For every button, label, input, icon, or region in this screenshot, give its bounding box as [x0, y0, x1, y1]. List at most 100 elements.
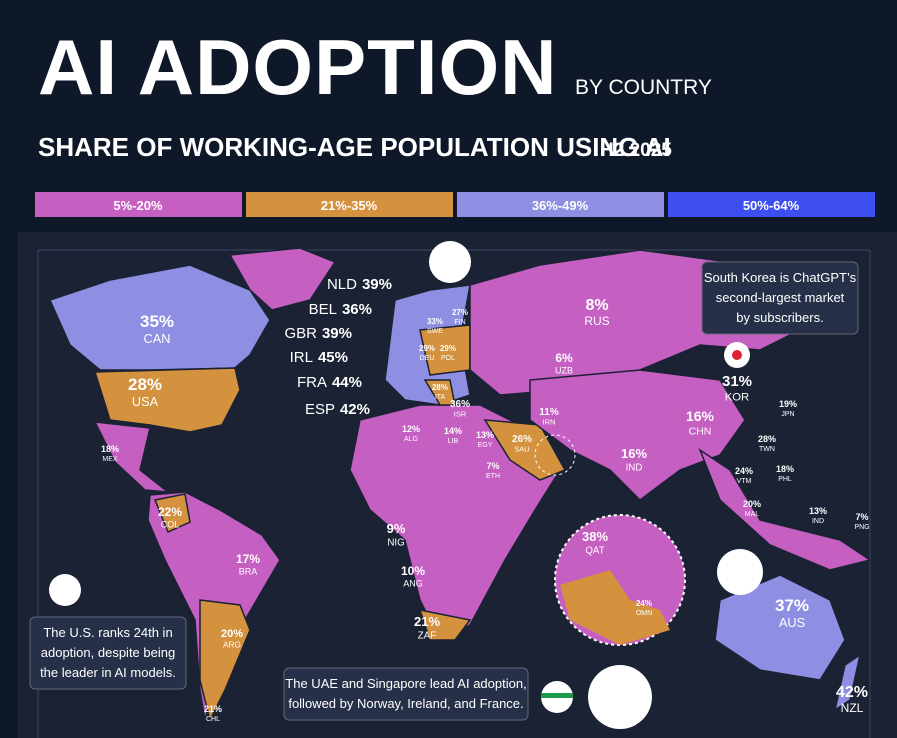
notes: South Korea is ChatGPT’s second-largest m… — [40, 270, 857, 711]
country-share: 29% — [419, 344, 435, 353]
country-share: 31% — [722, 373, 752, 390]
country-label: NLD 39% — [327, 276, 392, 293]
legend-label: 50%-64% — [743, 198, 800, 213]
title-suffix: BY COUNTRY — [575, 76, 712, 99]
country-share: 7% — [486, 461, 499, 471]
country-code: ISR — [454, 410, 467, 419]
korea-note-box — [701, 261, 859, 335]
country-code: COL — [161, 519, 180, 529]
country-code: SAU — [514, 445, 529, 454]
country-share: 35% — [140, 312, 174, 331]
country-code: ESP — [305, 401, 335, 418]
country-share: 7% — [855, 512, 868, 522]
country-share: 16% — [686, 408, 715, 424]
country-share: 36% — [342, 301, 372, 318]
country-share: 16% — [621, 446, 647, 461]
country-code: EGY — [478, 442, 493, 449]
legend: 5%-20% 21%-35% 36%-49% 50%-64% — [35, 192, 875, 217]
country-code: GBR — [284, 325, 317, 342]
country-code: KOR — [725, 391, 749, 403]
country-code: IND — [626, 462, 643, 473]
country-share: 17% — [236, 552, 260, 566]
country-code: SWE — [427, 328, 443, 335]
title: AI ADOPTION — [38, 23, 557, 111]
country-code: QAT — [585, 545, 604, 556]
country-share: 44% — [332, 374, 362, 391]
country-labels: 46%NOR NLD 39% BEL 36% GBR 39% IRL 45% FRA 44% ESP 4… — [101, 245, 870, 723]
country-share: 28% — [432, 383, 448, 392]
country-share: 39% — [322, 325, 352, 342]
country-code: ETH — [486, 473, 500, 480]
country-share: 20% — [743, 499, 761, 509]
country-share: 45% — [318, 349, 348, 366]
nor-badge — [429, 241, 471, 283]
country-code: IRL — [290, 349, 313, 366]
country-share: 18% — [776, 464, 794, 474]
country-share: 8% — [585, 297, 608, 314]
country-code: POL — [441, 355, 455, 362]
country-share: 28% — [758, 434, 776, 444]
note-line: South Korea is ChatGPT’s — [704, 270, 857, 285]
country-share: 11% — [539, 407, 559, 418]
country-code: NLD — [327, 276, 357, 293]
country-code: CHL — [206, 716, 220, 723]
country-share: 36% — [450, 399, 470, 410]
country-share: 6% — [555, 351, 573, 365]
country-share: 9% — [387, 521, 406, 536]
country-code: ZAF — [418, 630, 436, 641]
country-code: SGP — [728, 571, 752, 583]
note-line: by subscribers. — [736, 310, 823, 325]
note-line: The U.S. ranks 24th in — [43, 625, 172, 640]
country-share: 37% — [775, 596, 809, 615]
us-flag — [49, 574, 81, 606]
country-share: 61% — [725, 553, 755, 570]
country-share: 21% — [414, 614, 440, 629]
country-share: 13% — [476, 430, 494, 440]
country-code: NOR — [438, 263, 463, 275]
country-code: UZB — [555, 365, 573, 375]
country-share: 27% — [452, 308, 468, 317]
country-code: MAL — [745, 511, 760, 518]
country-share: 10% — [401, 564, 425, 578]
country-share: 21% — [204, 704, 222, 714]
country-code: BEL — [309, 301, 337, 318]
country-code: FIN — [454, 319, 465, 326]
country-share: 18% — [101, 444, 119, 454]
country-code: JPN — [781, 411, 794, 418]
country-code: TWN — [759, 446, 775, 453]
usa-note-box — [29, 616, 187, 690]
country-code: NZL — [841, 701, 864, 715]
country-code: ANG — [403, 578, 423, 588]
country-share: 13% — [809, 506, 827, 516]
country-code: ITA — [435, 394, 446, 401]
legend-label: 5%-20% — [113, 198, 163, 213]
legend-swatch — [457, 192, 664, 217]
country-code: USA — [132, 394, 159, 409]
country-code: ARG — [223, 640, 241, 649]
country-share: 14% — [444, 426, 462, 436]
legend-swatch — [35, 192, 242, 217]
country-share: 20% — [221, 628, 243, 640]
country-code: IRN — [543, 418, 556, 427]
country-code: MEX — [102, 456, 118, 463]
legend-label: 21%-35% — [321, 198, 378, 213]
country-label: BEL 36% — [309, 301, 372, 318]
country-code: ALG — [404, 436, 418, 443]
note-line: adoption, despite being — [41, 645, 175, 660]
country-share: 24% — [735, 466, 753, 476]
country-code: UAE — [605, 698, 636, 715]
country-code: LIB — [448, 438, 459, 445]
period: H2 2025 — [600, 140, 672, 161]
note-line: the leader in AI models. — [40, 665, 176, 680]
uae-flag-stripe — [541, 693, 573, 698]
country-share: 39% — [362, 276, 392, 293]
note-line: The UAE and Singapore lead AI adoption, — [285, 676, 526, 691]
country-code: CHN — [689, 425, 712, 437]
country-label: ESP 42% — [305, 401, 370, 418]
country-share: 42% — [340, 401, 370, 418]
country-share: 22% — [158, 505, 182, 519]
country-share: 64% — [600, 675, 640, 697]
uae-note-box — [283, 667, 529, 721]
country-share: 26% — [512, 434, 532, 445]
